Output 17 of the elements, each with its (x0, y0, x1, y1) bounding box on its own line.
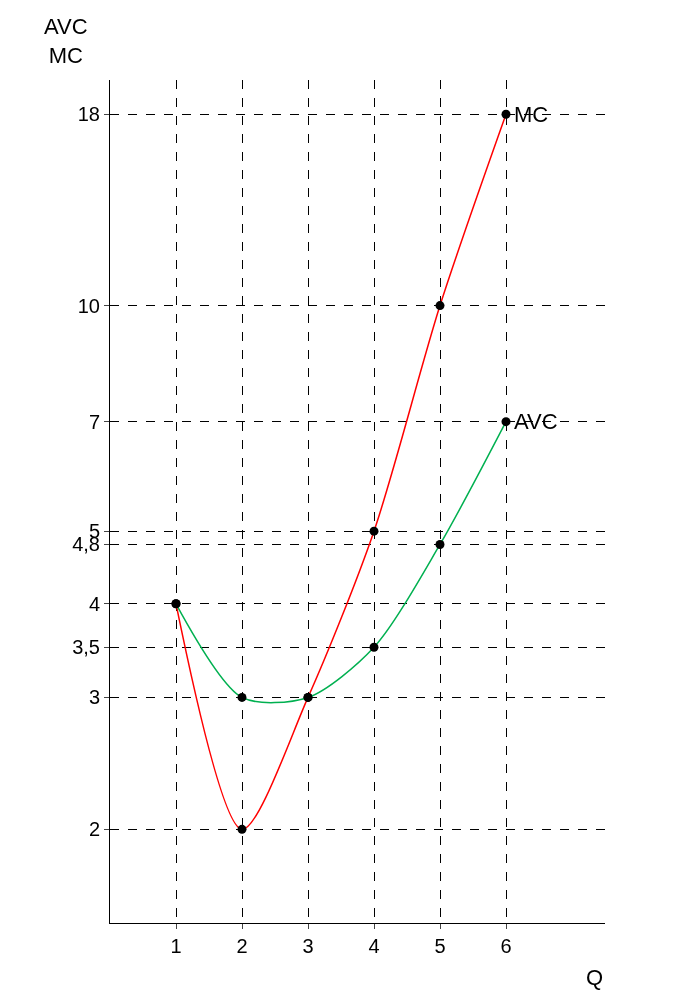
x-tick-label: 2 (236, 935, 248, 957)
y-tick-label: 10 (77, 294, 100, 317)
y-tick-label: 7 (88, 410, 100, 433)
y-tick-label: 3,5 (72, 636, 100, 659)
y-axis-title: AVC MC (44, 14, 88, 68)
x-tick-label: 5 (434, 935, 446, 957)
x-tick-label: 3 (302, 935, 314, 957)
x-tick-label: 6 (500, 935, 512, 957)
x-axis-title: Q (586, 965, 604, 990)
x-tick-label: 1 (170, 935, 182, 957)
y-tick-label: 18 (77, 103, 100, 126)
y-tick-label: 2 (88, 818, 100, 841)
y-tick-label: 3 (88, 686, 100, 709)
y-tick-label: 4 (88, 592, 100, 615)
series-label: MC (514, 102, 549, 127)
x-tick-label: 4 (368, 935, 380, 957)
series-label: AVC (514, 409, 558, 434)
